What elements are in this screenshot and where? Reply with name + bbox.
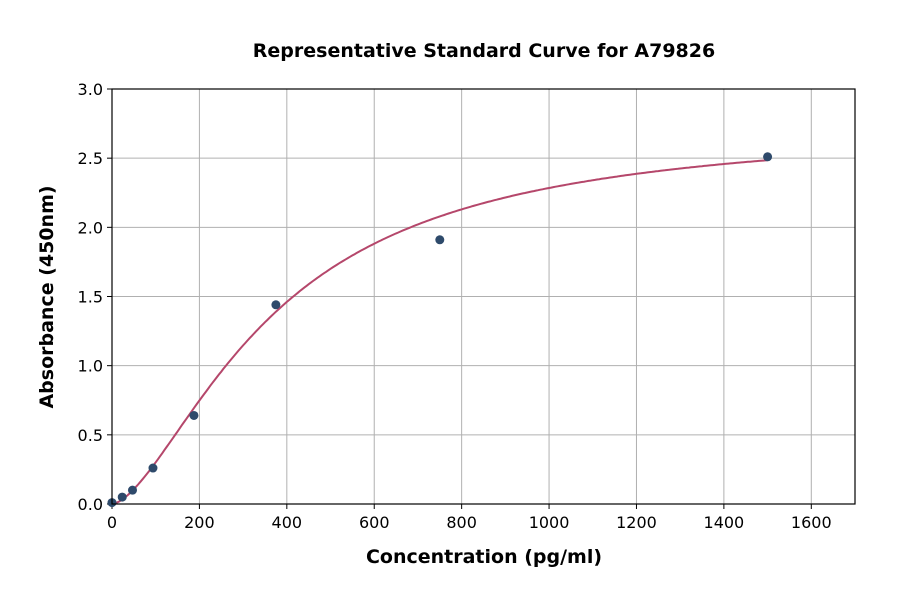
data-point: [127, 485, 137, 495]
plot-frame: [111, 88, 856, 505]
x-tick-label: 1400: [704, 513, 745, 532]
x-tick-label: 400: [272, 513, 303, 532]
chart-title: Representative Standard Curve for A79826: [253, 40, 715, 62]
y-tick-label: 2.5: [78, 149, 103, 168]
y-tick-label: 3.0: [78, 80, 103, 99]
x-tick-label: 1000: [529, 513, 570, 532]
data-point: [117, 492, 127, 502]
x-axis-label: Concentration (pg/ml): [366, 546, 602, 568]
y-tick-label: 0.5: [78, 426, 103, 445]
data-point: [189, 410, 199, 420]
x-tick-label: 600: [359, 513, 390, 532]
data-point: [148, 463, 158, 473]
x-tick-label: 1600: [791, 513, 832, 532]
y-axis-label: Absorbance (450nm): [36, 185, 58, 408]
y-tick-label: 1.0: [78, 357, 103, 376]
y-tick-label: 1.5: [78, 288, 103, 307]
x-tick-label: 0: [107, 513, 117, 532]
x-tick-label: 800: [446, 513, 477, 532]
data-point: [271, 300, 281, 310]
data-point: [763, 152, 773, 162]
y-tick-label: 2.0: [78, 218, 103, 237]
x-tick-label: 1200: [616, 513, 657, 532]
x-tick-label: 200: [184, 513, 215, 532]
data-point: [435, 235, 445, 245]
y-tick-label: 0.0: [78, 495, 103, 514]
fit-curve: [111, 159, 768, 505]
